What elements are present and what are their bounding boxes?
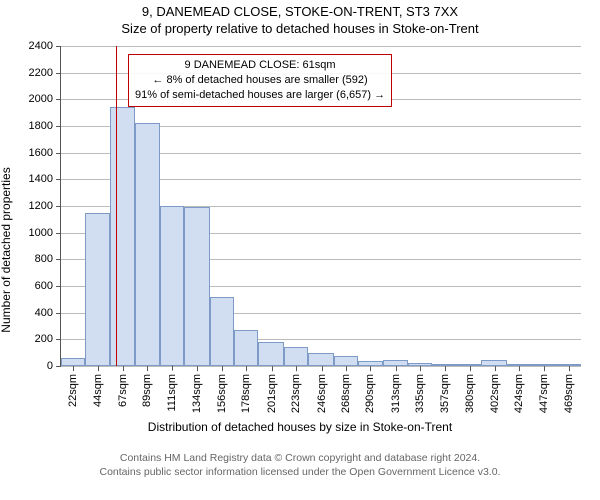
- gridline: [61, 46, 581, 47]
- y-tick-label: 2000: [29, 93, 61, 105]
- histogram-bar: [135, 123, 159, 366]
- x-tick-label: 424sqm: [513, 366, 525, 413]
- histogram-bar: [85, 213, 109, 366]
- histogram-bar: [110, 107, 136, 366]
- x-tick-label: 290sqm: [364, 366, 376, 413]
- histogram-bar: [234, 330, 258, 366]
- footnote-line-1: Contains HM Land Registry data © Crown c…: [0, 452, 600, 466]
- reference-line: [116, 46, 117, 366]
- y-tick-label: 1000: [29, 227, 61, 239]
- annotation-line-1: 9 DANEMEAD CLOSE: 61sqm: [135, 58, 385, 73]
- annotation-line-3: 91% of semi-detached houses are larger (…: [135, 88, 385, 103]
- x-tick-label: 111sqm: [166, 366, 178, 412]
- x-tick-label: 447sqm: [538, 366, 550, 413]
- x-tick-label: 357sqm: [439, 366, 451, 413]
- histogram-bar: [284, 347, 308, 366]
- y-tick-label: 200: [35, 333, 61, 345]
- histogram-bar: [258, 342, 284, 366]
- x-tick-label: 201sqm: [266, 366, 278, 413]
- title-line-1: 9, DANEMEAD CLOSE, STOKE-ON-TRENT, ST3 7…: [0, 4, 600, 21]
- histogram-bar: [184, 207, 210, 366]
- histogram-bar: [61, 358, 85, 366]
- histogram-bar: [160, 206, 184, 366]
- x-tick-label: 402sqm: [489, 366, 501, 413]
- y-tick-label: 1400: [29, 173, 61, 185]
- x-tick-label: 246sqm: [316, 366, 328, 413]
- y-tick-label: 400: [35, 307, 61, 319]
- y-tick-label: 2400: [29, 40, 61, 52]
- y-tick-label: 1200: [29, 200, 61, 212]
- y-tick-label: 1800: [29, 120, 61, 132]
- annotation-box: 9 DANEMEAD CLOSE: 61sqm ← 8% of detached…: [128, 54, 392, 107]
- x-tick-label: 313sqm: [390, 366, 402, 413]
- title-line-2: Size of property relative to detached ho…: [0, 21, 600, 38]
- x-tick-label: 134sqm: [191, 366, 203, 413]
- histogram-bar: [210, 297, 234, 366]
- histogram-bar: [308, 353, 334, 366]
- y-tick-label: 2200: [29, 67, 61, 79]
- x-tick-label: 469sqm: [563, 366, 575, 413]
- x-tick-label: 380sqm: [464, 366, 476, 413]
- chart-title: 9, DANEMEAD CLOSE, STOKE-ON-TRENT, ST3 7…: [0, 4, 600, 38]
- x-axis-label: Distribution of detached houses by size …: [0, 420, 600, 434]
- y-tick-label: 0: [47, 360, 61, 372]
- y-tick-label: 600: [35, 280, 61, 292]
- x-tick-label: 268sqm: [340, 366, 352, 413]
- y-tick-label: 1600: [29, 147, 61, 159]
- x-tick-label: 156sqm: [216, 366, 228, 413]
- x-tick-label: 44sqm: [92, 366, 104, 407]
- x-tick-label: 22sqm: [67, 366, 79, 407]
- x-tick-label: 89sqm: [141, 366, 153, 407]
- x-tick-label: 67sqm: [117, 366, 129, 407]
- y-axis-label: Number of detached properties: [0, 167, 13, 332]
- annotation-line-2: ← 8% of detached houses are smaller (592…: [135, 73, 385, 88]
- x-tick-label: 223sqm: [290, 366, 302, 413]
- footnote-line-2: Contains public sector information licen…: [0, 466, 600, 480]
- x-tick-label: 335sqm: [414, 366, 426, 413]
- y-tick-label: 800: [35, 253, 61, 265]
- footnote: Contains HM Land Registry data © Crown c…: [0, 452, 600, 479]
- x-tick-label: 178sqm: [240, 366, 252, 413]
- histogram-bar: [334, 356, 358, 366]
